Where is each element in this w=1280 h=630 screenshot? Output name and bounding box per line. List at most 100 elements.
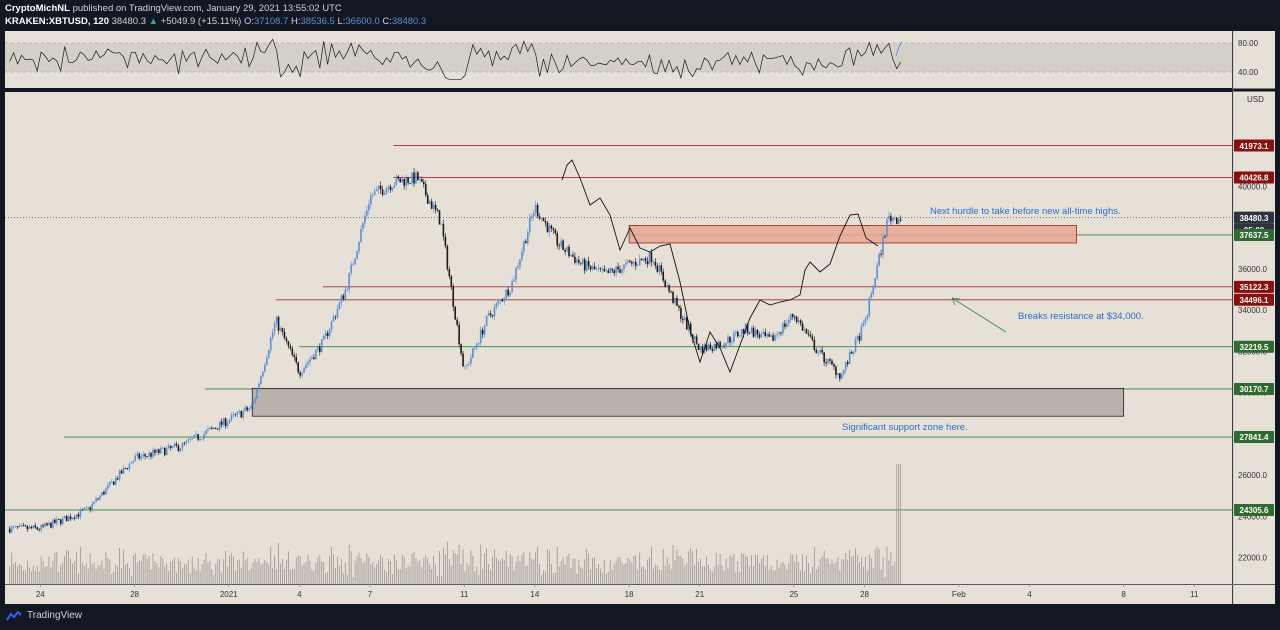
candle-body bbox=[252, 402, 254, 406]
volume-bar bbox=[293, 568, 295, 584]
candle-body bbox=[222, 418, 225, 425]
volume-bar bbox=[101, 560, 103, 584]
candle-body bbox=[517, 266, 519, 268]
volume-bar bbox=[541, 575, 542, 584]
candle-body bbox=[589, 266, 592, 270]
candle-body bbox=[385, 188, 388, 194]
volume-bar bbox=[494, 549, 495, 584]
time-tick-label: 24 bbox=[36, 590, 45, 599]
volume-bar bbox=[831, 559, 833, 584]
volume-bar bbox=[458, 544, 460, 584]
candle-body bbox=[360, 229, 362, 243]
symbol-label[interactable]: KRAKEN:XBTUSD, 120 bbox=[5, 16, 109, 27]
candle-body bbox=[534, 205, 537, 214]
candle-body bbox=[472, 348, 474, 358]
volume-bar bbox=[209, 560, 211, 584]
volume-bar bbox=[407, 565, 409, 584]
candle-body bbox=[556, 233, 559, 246]
candle-body bbox=[32, 525, 35, 529]
candle-body bbox=[214, 428, 217, 430]
volume-bar bbox=[378, 560, 380, 584]
candle-body bbox=[764, 332, 767, 337]
time-tick-label: 7 bbox=[368, 590, 373, 599]
tradingview-footer[interactable]: TradingView bbox=[6, 610, 82, 621]
candle-body bbox=[328, 329, 331, 337]
volume-bar bbox=[115, 564, 117, 584]
volume-bar bbox=[54, 552, 56, 584]
candle-body bbox=[544, 221, 547, 223]
candle-body bbox=[220, 421, 223, 425]
volume-bar bbox=[886, 546, 888, 584]
volume-bar bbox=[507, 567, 509, 584]
volume-bar bbox=[372, 562, 374, 584]
volume-bar bbox=[525, 565, 527, 584]
candle-body bbox=[454, 306, 456, 320]
volume-bar bbox=[262, 563, 264, 584]
volume-bar bbox=[574, 558, 576, 584]
time-tick-label: 14 bbox=[530, 590, 539, 599]
volume-bar bbox=[464, 571, 466, 584]
candle-body bbox=[856, 336, 859, 340]
candle-body bbox=[546, 222, 549, 233]
volume-bar bbox=[305, 561, 307, 584]
candle-body bbox=[462, 353, 464, 367]
volume-bar bbox=[674, 560, 676, 584]
candle-body bbox=[823, 352, 825, 363]
candle-body bbox=[772, 335, 774, 341]
candle-body bbox=[862, 323, 865, 327]
volume-bar bbox=[411, 554, 413, 584]
volume-bar bbox=[19, 563, 20, 584]
volume-bar bbox=[662, 548, 664, 584]
volume-bar bbox=[778, 567, 780, 584]
candle-body bbox=[342, 295, 345, 299]
volume-bar bbox=[362, 562, 364, 584]
volume-bar bbox=[570, 567, 572, 584]
candle-body bbox=[8, 528, 11, 533]
volume-bar bbox=[497, 560, 499, 584]
volume-bar bbox=[366, 553, 368, 584]
volume-bar bbox=[862, 566, 864, 584]
volume-bar bbox=[686, 562, 688, 584]
volume-bar bbox=[335, 568, 336, 584]
candle-body bbox=[97, 498, 99, 500]
volume-bar bbox=[813, 547, 815, 584]
volume-bar bbox=[48, 556, 50, 584]
volume-bar bbox=[303, 563, 305, 584]
candle-body bbox=[680, 307, 682, 319]
volume-bar bbox=[439, 551, 440, 584]
candle-body bbox=[513, 279, 515, 282]
candle-body bbox=[224, 418, 227, 427]
volume-bar bbox=[213, 575, 215, 584]
candle-body bbox=[687, 323, 690, 330]
candle-body bbox=[470, 357, 472, 364]
volume-bar bbox=[560, 561, 562, 584]
volume-bar bbox=[729, 555, 731, 584]
candle-body bbox=[660, 265, 663, 272]
author-name[interactable]: CryptoMichNL bbox=[5, 3, 70, 14]
volume-bar bbox=[238, 559, 240, 584]
volume-bar bbox=[299, 556, 301, 584]
candle-body bbox=[748, 332, 751, 334]
candle-body bbox=[850, 351, 853, 354]
volume-bar bbox=[313, 570, 315, 584]
volume-bar bbox=[289, 569, 291, 584]
volume-bar bbox=[405, 568, 407, 584]
candle-body bbox=[146, 456, 148, 458]
volume-bar bbox=[727, 567, 729, 584]
volume-bar bbox=[590, 569, 592, 584]
volume-bar bbox=[621, 562, 623, 584]
volume-bar bbox=[755, 555, 756, 584]
candle-body bbox=[122, 467, 125, 474]
candle-body bbox=[56, 519, 58, 524]
volume-bar bbox=[448, 559, 450, 584]
candle-body bbox=[566, 246, 568, 252]
volume-bar bbox=[450, 565, 452, 584]
volume-bar bbox=[868, 554, 870, 584]
candle-body bbox=[489, 313, 492, 315]
candle-body bbox=[271, 331, 274, 338]
volume-bar bbox=[370, 564, 372, 584]
candle-body bbox=[809, 334, 812, 337]
volume-bar bbox=[437, 576, 438, 584]
volume-bar bbox=[737, 561, 739, 584]
